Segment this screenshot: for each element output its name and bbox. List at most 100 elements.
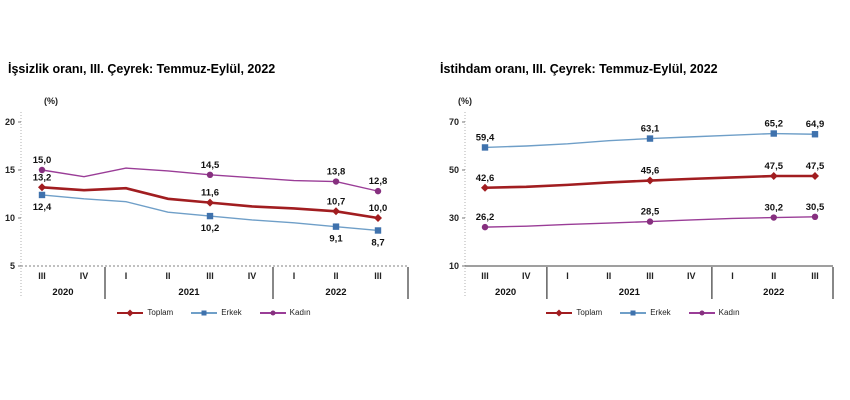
y-tick-label: 70 [449,117,459,127]
x-tick-label: IV [687,271,696,281]
data-label-kadın: 28,5 [641,207,660,218]
legend: Toplam Erkek Kadın [436,308,850,317]
year-label: 2022 [325,287,346,298]
x-tick-label: II [165,271,170,281]
diamond-marker-icon [206,198,214,207]
y-tick-label: 30 [449,213,459,223]
employment-rate-chart: İstihdam oranı, III. Çeyrek: Temmuz-Eylü… [436,56,850,356]
data-label-kadın: 13,8 [327,167,346,178]
y-axis-unit-label: (%) [44,96,58,106]
legend-line-swatch [191,310,218,315]
x-tick-label: I [731,271,734,281]
square-marker-icon [811,131,819,138]
legend-item-toplam: Toplam [117,308,173,317]
data-label-erkek: 63,1 [641,124,660,135]
circle-marker-icon [374,187,382,195]
year-label: 2020 [52,287,73,298]
square-marker-icon [630,310,636,315]
legend-label: Kadın [718,308,740,317]
legend-label: Kadın [289,308,311,317]
data-label-toplam: 45,6 [641,166,660,177]
x-tick-label: II [771,271,776,281]
circle-marker-icon [206,171,214,178]
x-tick-label: I [293,271,296,281]
square-marker-icon [38,191,46,199]
diamond-marker-icon [126,308,134,317]
legend-item-kadın: Kadın [688,308,740,317]
x-tick-label: IV [522,271,531,281]
legend-item-toplam: Toplam [546,308,602,317]
legend-item-kadın: Kadın [259,308,311,317]
x-tick-label: III [481,271,489,281]
year-label: 2021 [619,287,641,298]
data-label-kadın: 12,8 [369,176,388,187]
y-tick-label: 5 [10,261,15,271]
square-marker-icon [646,135,654,142]
data-label-toplam: 47,5 [765,161,784,172]
y-axis-unit-label: (%) [458,96,472,106]
data-label-erkek: 9,1 [329,234,343,245]
data-label-toplam: 47,5 [806,161,825,172]
square-marker-icon [201,310,207,315]
data-label-toplam: 42,6 [476,173,495,184]
circle-marker-icon [481,223,489,231]
x-tick-label: III [374,271,382,281]
year-label: 2020 [495,287,516,298]
year-label: 2021 [178,287,200,298]
y-tick-label: 10 [449,261,459,271]
data-label-toplam: 10,0 [369,203,388,214]
diamond-marker-icon [555,308,563,317]
square-marker-icon [332,223,340,230]
x-tick-label: III [646,271,654,281]
square-marker-icon [374,227,382,234]
circle-marker-icon [270,310,276,315]
data-label-kadın: 30,2 [765,203,784,214]
circle-marker-icon [646,218,654,225]
diamond-marker-icon [811,172,819,180]
legend-line-swatch [259,310,286,315]
chart-title: İstihdam oranı, III. Çeyrek: Temmuz-Eylü… [440,62,718,76]
y-tick-label: 15 [5,165,15,175]
data-label-toplam: 11,6 [201,188,219,199]
data-label-toplam: 13,2 [33,172,52,183]
diamond-marker-icon [38,183,46,192]
circle-marker-icon [332,178,340,185]
circle-marker-icon [770,214,777,221]
circle-marker-icon [811,213,819,220]
y-tick-label: 50 [449,165,459,175]
diamond-marker-icon [646,176,654,185]
data-label-kadın: 14,5 [201,160,220,171]
legend-label: Erkek [221,308,242,317]
legend-item-erkek: Erkek [620,308,671,317]
data-label-kadın: 26,2 [476,212,495,223]
x-tick-label: II [606,271,611,281]
diamond-marker-icon [769,172,778,180]
diamond-marker-icon [374,214,382,222]
legend-line-swatch [546,308,573,317]
x-tick-label: III [38,271,46,281]
data-label-kadın: 15,0 [33,155,52,166]
legend-item-erkek: Erkek [191,308,242,317]
data-label-erkek: 12,4 [33,202,52,213]
y-tick-label: 20 [5,117,15,127]
data-label-erkek: 65,2 [765,119,784,130]
x-tick-label: III [811,271,819,281]
square-marker-icon [481,144,489,151]
unemployment-rate-chart: İşsizlik oranı, III. Çeyrek: Temmuz-Eylü… [0,56,428,356]
square-marker-icon [206,212,214,220]
legend-line-swatch [117,308,144,317]
diamond-marker-icon [332,207,340,216]
x-tick-label: I [125,271,128,281]
x-tick-label: I [566,271,569,281]
x-tick-label: IV [80,271,89,281]
x-tick-label: IV [248,271,257,281]
circle-marker-icon [38,166,46,174]
y-tick-label: 10 [5,213,15,223]
data-label-erkek: 59,4 [476,132,495,143]
legend-line-swatch [688,310,715,315]
diamond-marker-icon [481,183,489,192]
x-tick-label: III [206,271,214,281]
legend-label: Erkek [650,308,671,317]
